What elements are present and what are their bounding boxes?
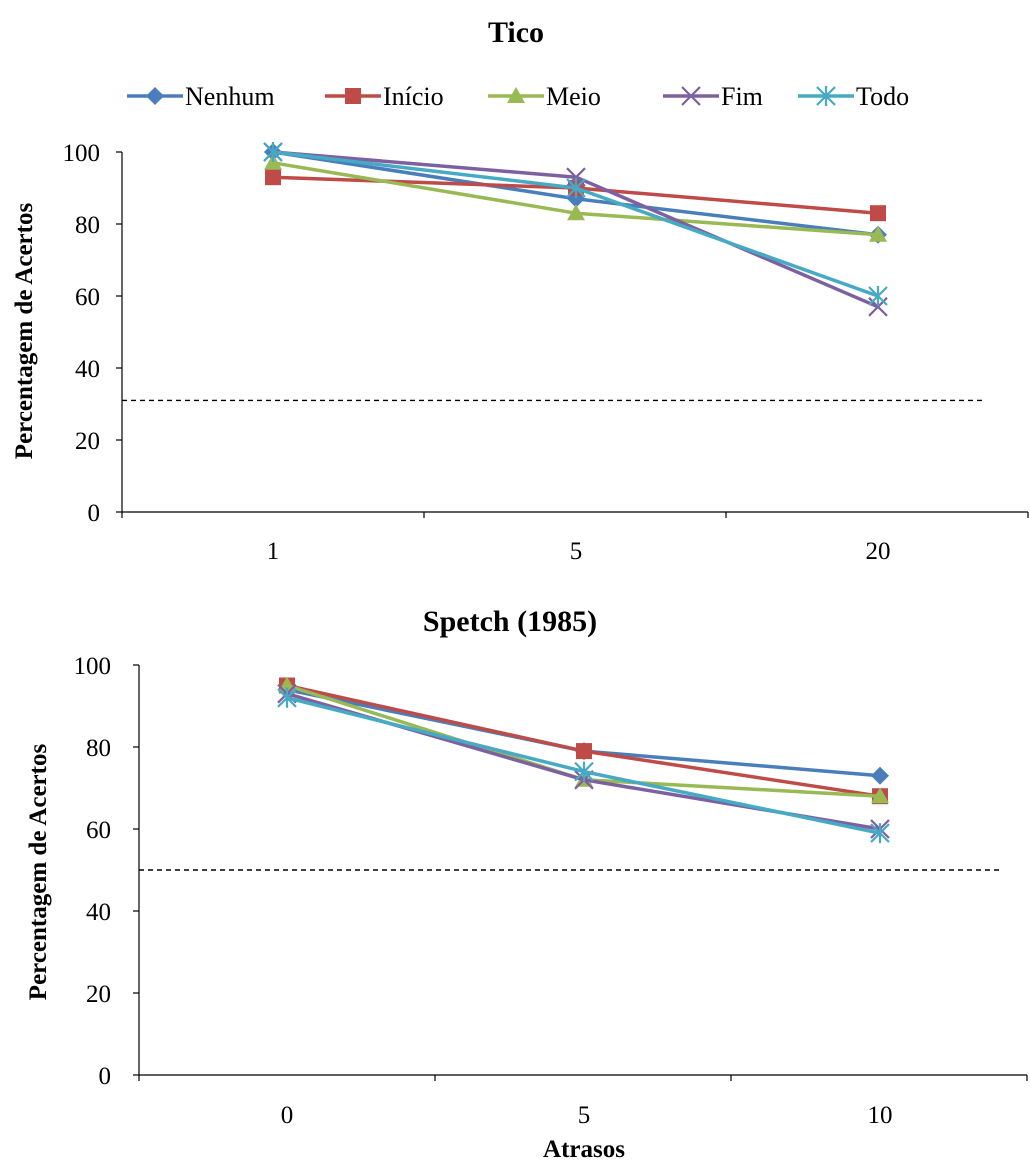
- series-star-cross: [277, 687, 890, 844]
- y-tick-label: 40: [75, 356, 100, 383]
- x-tick-label: 10: [868, 1102, 893, 1129]
- data-point: [870, 823, 890, 844]
- chart-tico: Tico Percentagem de Acertos 0 20 40 60 80 100…: [11, 16, 1029, 565]
- y-tick-label: 20: [75, 428, 100, 455]
- data-point: [576, 743, 592, 760]
- legend-label: Todo: [856, 82, 909, 111]
- legend-label: Meio: [546, 82, 601, 111]
- y-tick-label: 20: [86, 981, 111, 1008]
- legend-item: Fim: [663, 82, 763, 111]
- legend-label: Nenhum: [185, 82, 275, 111]
- y-tick-label: 80: [86, 735, 111, 762]
- legend-marker: [507, 87, 525, 103]
- series-star-cross: [263, 142, 888, 306]
- chart-spetch: Spetch (1985) Percentagem de Acertos Atr…: [25, 605, 1028, 1162]
- data-point: [567, 204, 585, 221]
- chart-title: Tico: [488, 16, 544, 49]
- y-tick-label: 100: [63, 140, 101, 167]
- y-tick-label: 60: [86, 817, 111, 844]
- data-point: [566, 178, 586, 198]
- legend-marker: [816, 86, 836, 106]
- legend-item: Meio: [488, 82, 601, 111]
- x-axis-title: Atrasos: [543, 1136, 625, 1162]
- x-tick-label: 5: [570, 538, 583, 565]
- x-tick-label: 20: [866, 538, 891, 565]
- x-tick-label: 0: [281, 1102, 294, 1129]
- legend-marker: [146, 87, 164, 105]
- legend-item: Início: [325, 82, 444, 111]
- data-point: [871, 766, 889, 785]
- data-point: [574, 761, 594, 782]
- y-tick-label: 80: [75, 212, 100, 239]
- x-tick-label: 1: [267, 538, 280, 565]
- data-point: [263, 142, 283, 162]
- data-point: [265, 169, 281, 186]
- legend-marker: [681, 86, 701, 106]
- x-tick-label: 5: [578, 1102, 591, 1129]
- legend-item: Todo: [798, 82, 909, 111]
- y-axis-title: Percentagem de Acertos: [25, 744, 52, 1001]
- y-tick-label: 60: [75, 284, 100, 311]
- legend-marker: [345, 88, 361, 104]
- legend: Nenhum Início Meio Fim Todo: [127, 82, 909, 111]
- data-point: [869, 225, 887, 242]
- y-tick-label: 0: [99, 1063, 112, 1090]
- y-tick-label: 0: [88, 500, 101, 527]
- chart-title: Spetch (1985): [423, 605, 597, 638]
- y-tick-label: 100: [74, 653, 112, 680]
- legend-item: Nenhum: [127, 82, 275, 111]
- data-point: [870, 205, 886, 222]
- y-axis-title: Percentagem de Acertos: [11, 203, 38, 460]
- data-point: [277, 687, 297, 708]
- data-point: [871, 787, 889, 804]
- y-tick-label: 40: [86, 899, 111, 926]
- data-point: [868, 286, 888, 306]
- legend-label: Início: [383, 82, 444, 111]
- legend-label: Fim: [721, 82, 763, 111]
